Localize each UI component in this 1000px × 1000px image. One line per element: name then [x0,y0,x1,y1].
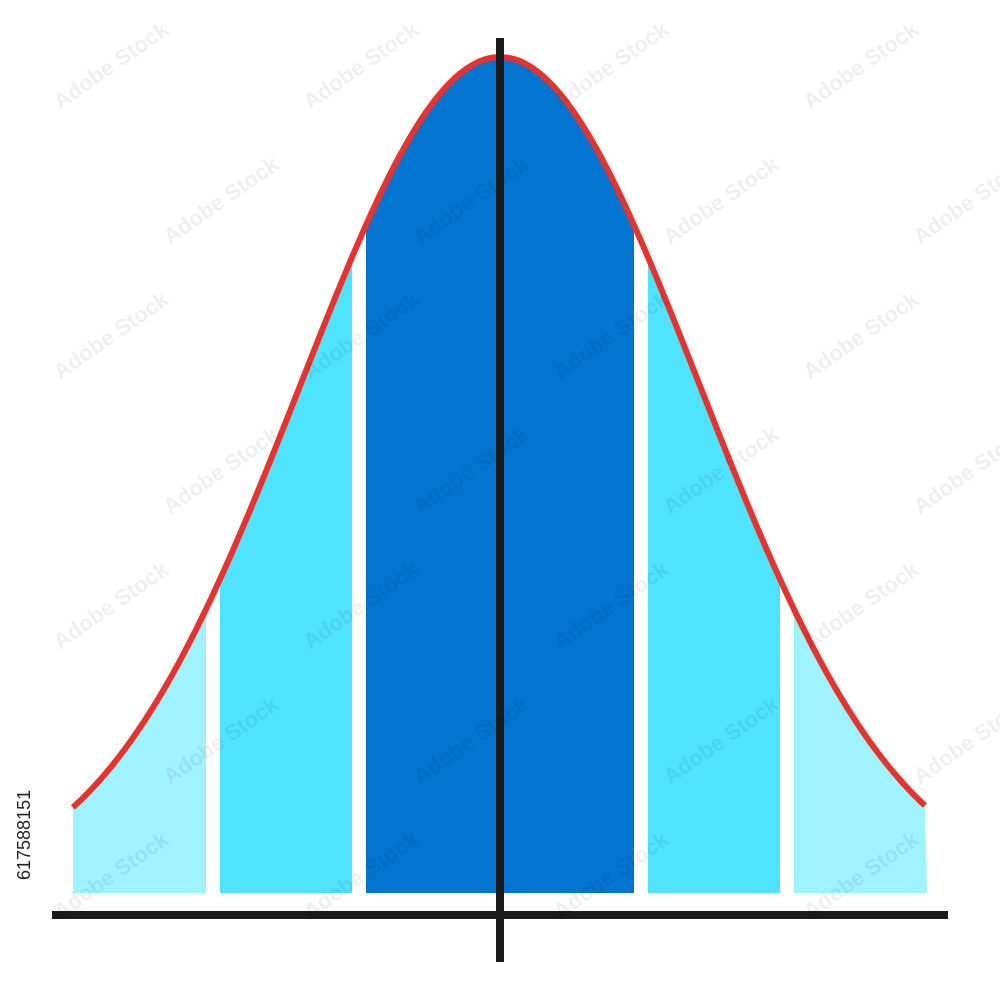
watermark: Adobe Stock [909,151,1000,249]
watermark: Adobe Stock [659,151,784,249]
watermark: Adobe Stock [49,556,174,654]
watermark: Adobe Stock [799,556,924,654]
watermark: Adobe Stock [549,16,674,114]
watermark: Adobe Stock [49,286,174,384]
watermark: Adobe Stock [49,16,174,114]
watermark: Adobe Stock [799,286,924,384]
image-id: 617588151 [14,790,34,880]
outer-right-band [794,57,927,893]
watermark: Adobe Stock [909,691,1000,789]
watermark: Adobe Stock [799,16,924,114]
watermark: Adobe Stock [909,421,1000,519]
watermark: Adobe Stock [159,151,284,249]
watermark: Adobe Stock [299,16,424,114]
